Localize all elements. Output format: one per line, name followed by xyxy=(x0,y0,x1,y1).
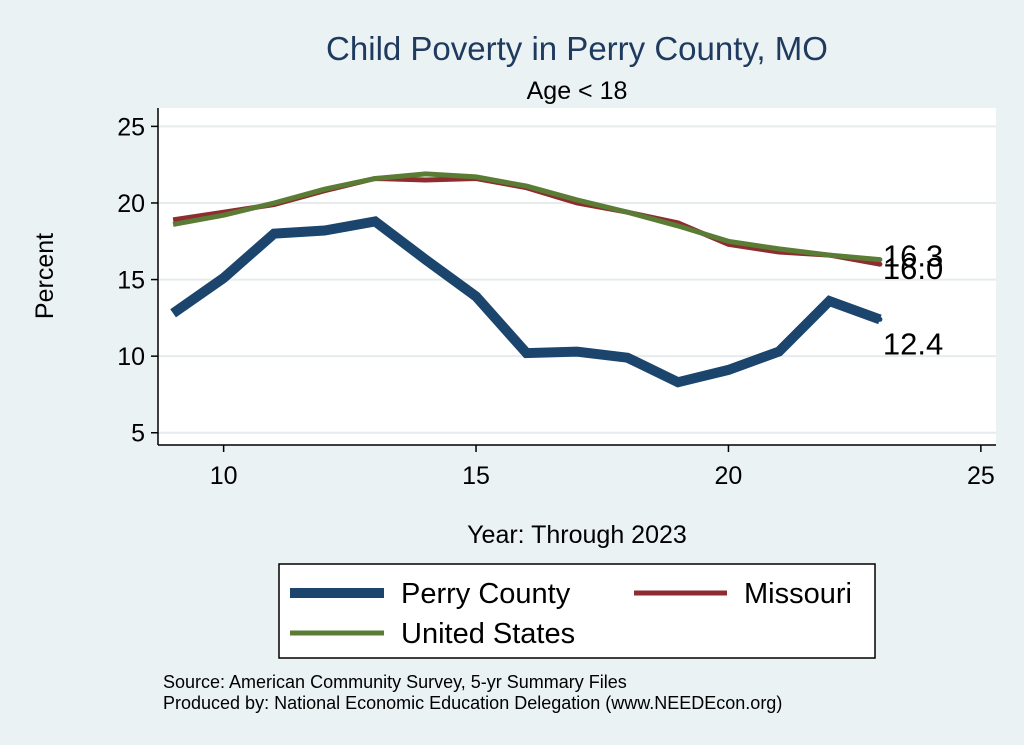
source-note: Source: American Community Survey, 5-yr … xyxy=(163,672,627,692)
y-tick-label-10: 10 xyxy=(117,343,145,371)
end-label-united-states: 16.3 xyxy=(883,239,943,274)
legend-label-missouri: Missouri xyxy=(744,578,852,610)
plot-area xyxy=(158,108,996,445)
legend-label-united-states: United States xyxy=(401,618,575,650)
y-tick-label-5: 5 xyxy=(131,420,145,448)
end-label-perry-county: 12.4 xyxy=(883,326,943,361)
y-tick-label-20: 20 xyxy=(117,190,145,218)
axes: 5 10 15 20 25 10 15 20 25 xyxy=(117,108,996,490)
x-axis-title: Year: Through 2023 xyxy=(467,521,687,549)
x-tick-label-15: 15 xyxy=(462,462,490,490)
gridlines xyxy=(158,125,996,434)
legend-label-perry-county: Perry County xyxy=(401,578,571,610)
legend-box xyxy=(278,563,876,659)
x-tick-label-10: 10 xyxy=(210,462,238,490)
x-tick-label-25: 25 xyxy=(967,462,995,490)
y-tick-label-25: 25 xyxy=(117,113,145,141)
x-tick-label-20: 20 xyxy=(715,462,743,490)
series-lines xyxy=(170,171,882,388)
producer-note: Produced by: National Economic Education… xyxy=(163,693,782,713)
legend: Perry County Missouri United States xyxy=(278,563,876,659)
end-point-perry-county xyxy=(877,316,883,322)
chart-subtitle: Age < 18 xyxy=(527,77,628,105)
end-point-missouri xyxy=(877,261,883,267)
y-axis-title: Percent xyxy=(31,233,59,319)
series-line-perry-county xyxy=(170,216,882,388)
chart-title: Child Poverty in Perry County, MO xyxy=(326,30,828,67)
y-tick-label-15: 15 xyxy=(117,267,145,295)
end-labels: 12.4 16.016.3 xyxy=(877,239,943,361)
end-label-missouri: 16.0 xyxy=(883,251,943,286)
series-line-united-states xyxy=(172,171,881,263)
end-point-united-states xyxy=(877,257,883,263)
